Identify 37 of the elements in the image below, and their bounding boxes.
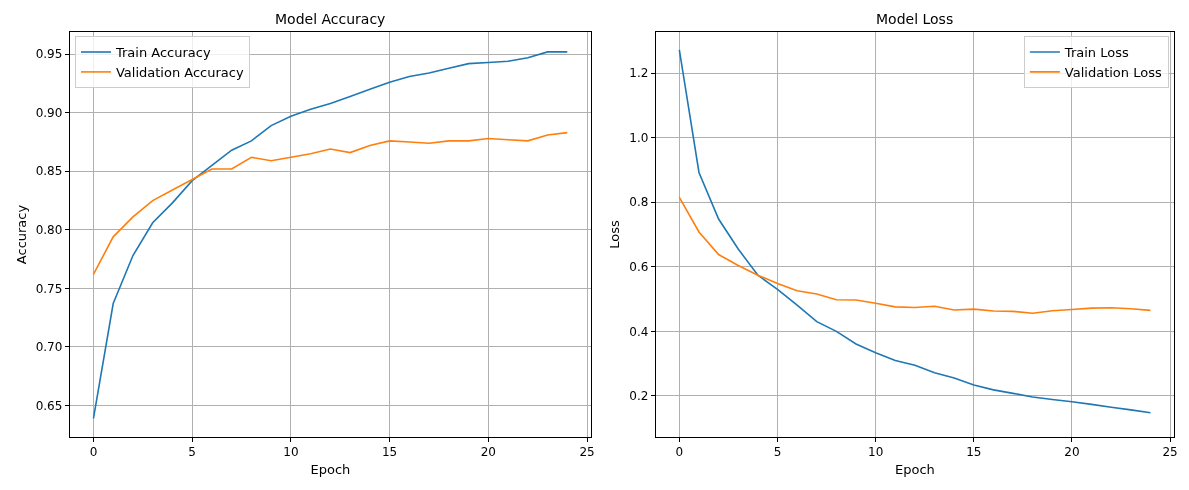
y-tick-label: 0.80	[35, 223, 63, 238]
x-tick-label: 25	[579, 445, 595, 460]
y-tick-label: 1.2	[629, 66, 649, 81]
legend-label: Validation Accuracy	[115, 64, 244, 80]
x-tick-label: 15	[381, 445, 398, 460]
line-series	[92, 131, 569, 276]
legend-label: Validation Loss	[1064, 64, 1162, 80]
x-tick-label: 20	[480, 445, 496, 460]
x-tick-label: 0	[675, 445, 684, 460]
y-tick-label: 1.0	[629, 130, 649, 145]
legend-label: Train Loss	[1063, 45, 1129, 61]
legend-label: Train Accuracy	[114, 45, 211, 61]
x-tick-label: 10	[868, 445, 884, 460]
x-axis-title: Epoch	[310, 462, 351, 477]
y-tick-label: 0.2	[629, 389, 649, 404]
line-series	[678, 196, 1152, 315]
y-tick-label: 0.65	[35, 398, 63, 413]
x-tick-label: 25	[1162, 445, 1178, 460]
y-tick-label: 0.6	[629, 260, 649, 274]
chart-title: Model Accuracy	[275, 11, 386, 27]
x-tick-label: 0	[89, 445, 98, 460]
y-tick-label: 0.90	[35, 105, 63, 120]
y-axis-title: Loss	[607, 220, 623, 249]
x-tick-label: 10	[283, 445, 299, 460]
y-tick-label: 0.85	[35, 164, 63, 179]
y-axis-title: Accuracy	[13, 204, 29, 265]
y-tick-label: 0.75	[35, 281, 63, 296]
x-tick-label: 5	[773, 445, 782, 460]
x-tick-label: 5	[188, 445, 196, 460]
x-tick-label: 15	[966, 445, 982, 460]
x-tick-label: 20	[1064, 445, 1080, 460]
y-tick-label: 0.70	[35, 340, 63, 355]
y-tick-label: 0.8	[629, 195, 649, 210]
y-tick-label: 0.95	[35, 47, 63, 62]
x-axis-title: Epoch	[895, 462, 935, 477]
chart-title: Model Loss	[876, 11, 954, 27]
y-tick-label: 0.4	[629, 324, 649, 339]
